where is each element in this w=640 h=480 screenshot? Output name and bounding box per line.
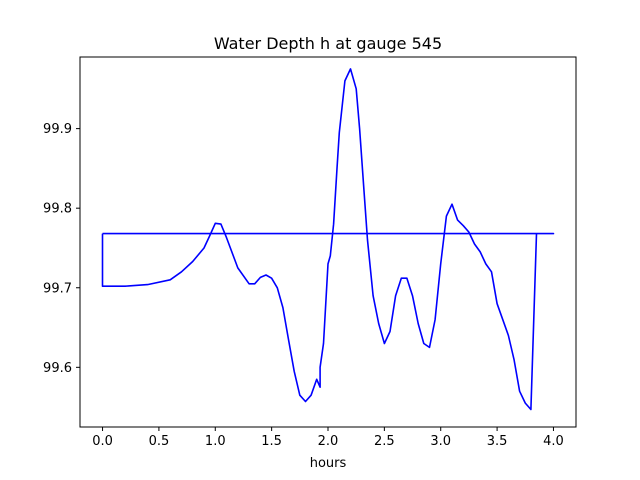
series-line-water-depth bbox=[101, 68, 555, 411]
x-tick-label: 4.0 bbox=[543, 434, 564, 449]
x-tick-label: 0.0 bbox=[92, 434, 113, 449]
x-tick-label: 2.5 bbox=[374, 434, 395, 449]
x-tick-label: 3.5 bbox=[487, 434, 508, 449]
y-tick-label: 99.9 bbox=[43, 122, 72, 137]
y-tick-label: 99.6 bbox=[43, 361, 72, 376]
x-tick-label: 1.0 bbox=[205, 434, 226, 449]
plot-area bbox=[101, 68, 555, 411]
x-axis-label: hours bbox=[310, 456, 347, 471]
x-tick-label: 1.5 bbox=[261, 434, 282, 449]
y-tick-label: 99.7 bbox=[43, 281, 72, 296]
x-tick-label: 2.0 bbox=[318, 434, 339, 449]
x-axis: 0.0 0.5 1.0 1.5 2.0 2.5 3.0 3.5 4.0 bbox=[92, 427, 564, 449]
y-tick-label: 99.8 bbox=[43, 202, 72, 217]
x-tick-label: 0.5 bbox=[149, 434, 170, 449]
x-tick-label: 3.0 bbox=[430, 434, 451, 449]
y-axis: 99.6 99.7 99.8 99.9 bbox=[43, 122, 80, 376]
chart-title: Water Depth h at gauge 545 bbox=[214, 34, 442, 53]
